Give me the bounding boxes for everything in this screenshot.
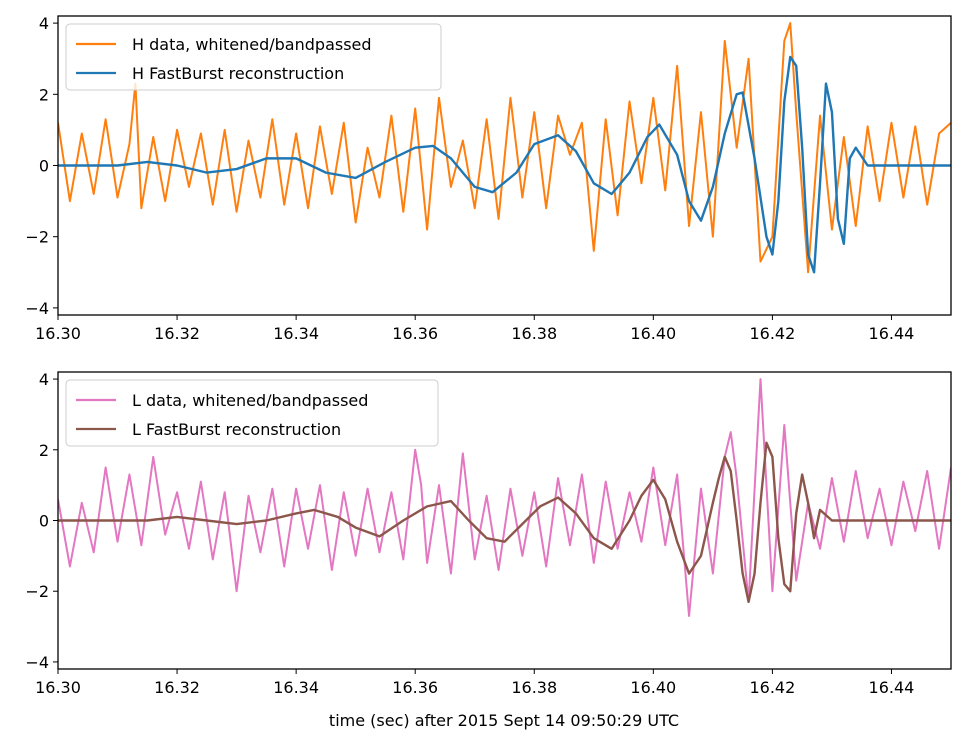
bottom-x-tick-label: 16.40 — [630, 678, 676, 697]
bottom-x-tick-label: 16.44 — [869, 678, 915, 697]
top-series-line-2 — [58, 55, 951, 274]
top-x-tick-label: 16.40 — [630, 324, 676, 343]
x-axis-label: time (sec) after 2015 Sept 14 09:50:29 U… — [329, 711, 679, 730]
bottom-panel: 16.30 16.32 16.34 16.36 16.38 16.40 16.42 16.44… — [25, 370, 952, 730]
top-y-tick-label: 4 — [39, 14, 49, 33]
bottom-legend-label-l-data: L data, whitened/bandpassed — [132, 391, 368, 410]
bottom-x-tick-label: 16.42 — [749, 678, 795, 697]
bottom-y-tick-label: −4 — [25, 653, 49, 672]
top-y-ticks: −4 −2 0 2 4 — [25, 14, 58, 318]
top-x-tick-label: 16.44 — [869, 324, 915, 343]
bottom-x-tick-label: 16.34 — [273, 678, 319, 697]
top-legend-label-h-data: H data, whitened/bandpassed — [132, 35, 372, 54]
bottom-legend-box — [65, 379, 439, 447]
top-legend: H data, whitened/bandpassed H FastBurst … — [65, 23, 442, 91]
bottom-x-tick-label: 16.38 — [511, 678, 557, 697]
bottom-legend: L data, whitened/bandpassed L FastBurst … — [65, 379, 439, 447]
bottom-x-tick-label: 16.30 — [35, 678, 81, 697]
top-series-layer — [58, 22, 951, 274]
bottom-y-tick-label: 0 — [39, 512, 49, 531]
top-panel: 16.30 16.32 16.34 16.36 16.38 16.40 16.42 16.44… — [25, 14, 952, 343]
bottom-series-line-1 — [58, 378, 951, 617]
bottom-series-line-2 — [58, 441, 951, 604]
bottom-y-tick-label: −2 — [25, 582, 49, 601]
top-series-line-1 — [58, 22, 951, 274]
top-y-tick-label: 2 — [39, 85, 49, 104]
bottom-x-tick-label: 16.36 — [392, 678, 438, 697]
top-x-tick-label: 16.34 — [273, 324, 319, 343]
bottom-y-ticks: −4 −2 0 2 4 — [25, 370, 58, 672]
bottom-x-ticks: 16.30 16.32 16.34 16.36 16.38 16.40 16.42 16.44 — [35, 669, 914, 697]
top-x-tick-label: 16.30 — [35, 324, 81, 343]
top-x-tick-label: 16.32 — [154, 324, 200, 343]
bottom-x-tick-label: 16.32 — [154, 678, 200, 697]
top-y-tick-label: −4 — [25, 299, 49, 318]
bottom-legend-label-l-reconstruction: L FastBurst reconstruction — [132, 420, 341, 439]
top-y-tick-label: 0 — [39, 157, 49, 176]
top-x-tick-label: 16.36 — [392, 324, 438, 343]
top-legend-label-h-reconstruction: H FastBurst reconstruction — [132, 64, 344, 83]
bottom-y-tick-label: 4 — [39, 370, 49, 389]
bottom-y-tick-label: 2 — [39, 441, 49, 460]
top-x-tick-label: 16.42 — [749, 324, 795, 343]
top-y-tick-label: −2 — [25, 228, 49, 247]
bottom-series-layer — [58, 378, 951, 617]
top-legend-box — [65, 23, 442, 91]
top-x-tick-label: 16.38 — [511, 324, 557, 343]
top-x-ticks: 16.30 16.32 16.34 16.36 16.38 16.40 16.42 16.44 — [35, 315, 914, 343]
